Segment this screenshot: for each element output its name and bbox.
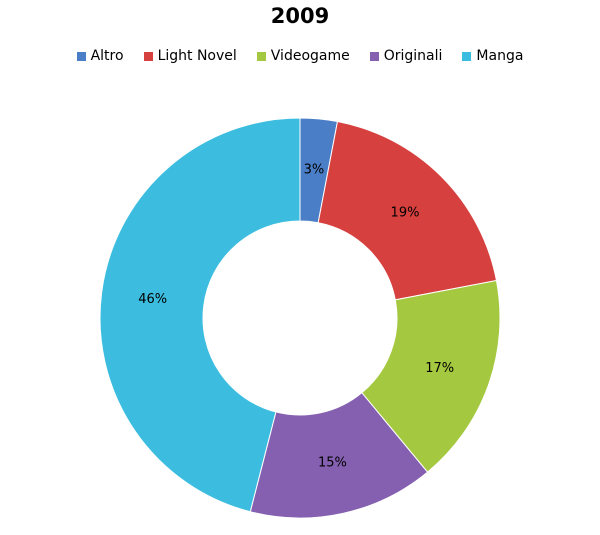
legend-label: Altro	[90, 48, 124, 64]
legend-label: Originali	[383, 48, 443, 64]
legend-swatch	[369, 51, 379, 61]
data-label: 17%	[425, 361, 454, 376]
data-label: 3%	[304, 163, 325, 178]
legend-swatch	[143, 51, 153, 61]
legend: Altro Light Novel Videogame Originali Manga	[0, 48, 600, 64]
donut-slice	[317, 120, 498, 301]
legend-item: Altro	[76, 48, 124, 64]
donut-slice	[361, 279, 501, 473]
legend-swatch	[76, 51, 86, 61]
legend-label: Videogame	[270, 48, 350, 64]
legend-item: Light Novel	[143, 48, 237, 64]
donut-slice	[99, 117, 301, 513]
data-label: 19%	[391, 205, 420, 220]
data-label: 46%	[138, 292, 167, 307]
data-label: 15%	[318, 455, 347, 470]
legend-swatch	[256, 51, 266, 61]
legend-swatch	[462, 51, 472, 61]
chart-title: 2009	[270, 4, 330, 28]
legend-item: Videogame	[256, 48, 350, 64]
legend-item: Manga	[462, 48, 523, 64]
legend-item: Originali	[369, 48, 443, 64]
legend-label: Light Novel	[157, 48, 237, 64]
legend-label: Manga	[476, 48, 524, 64]
